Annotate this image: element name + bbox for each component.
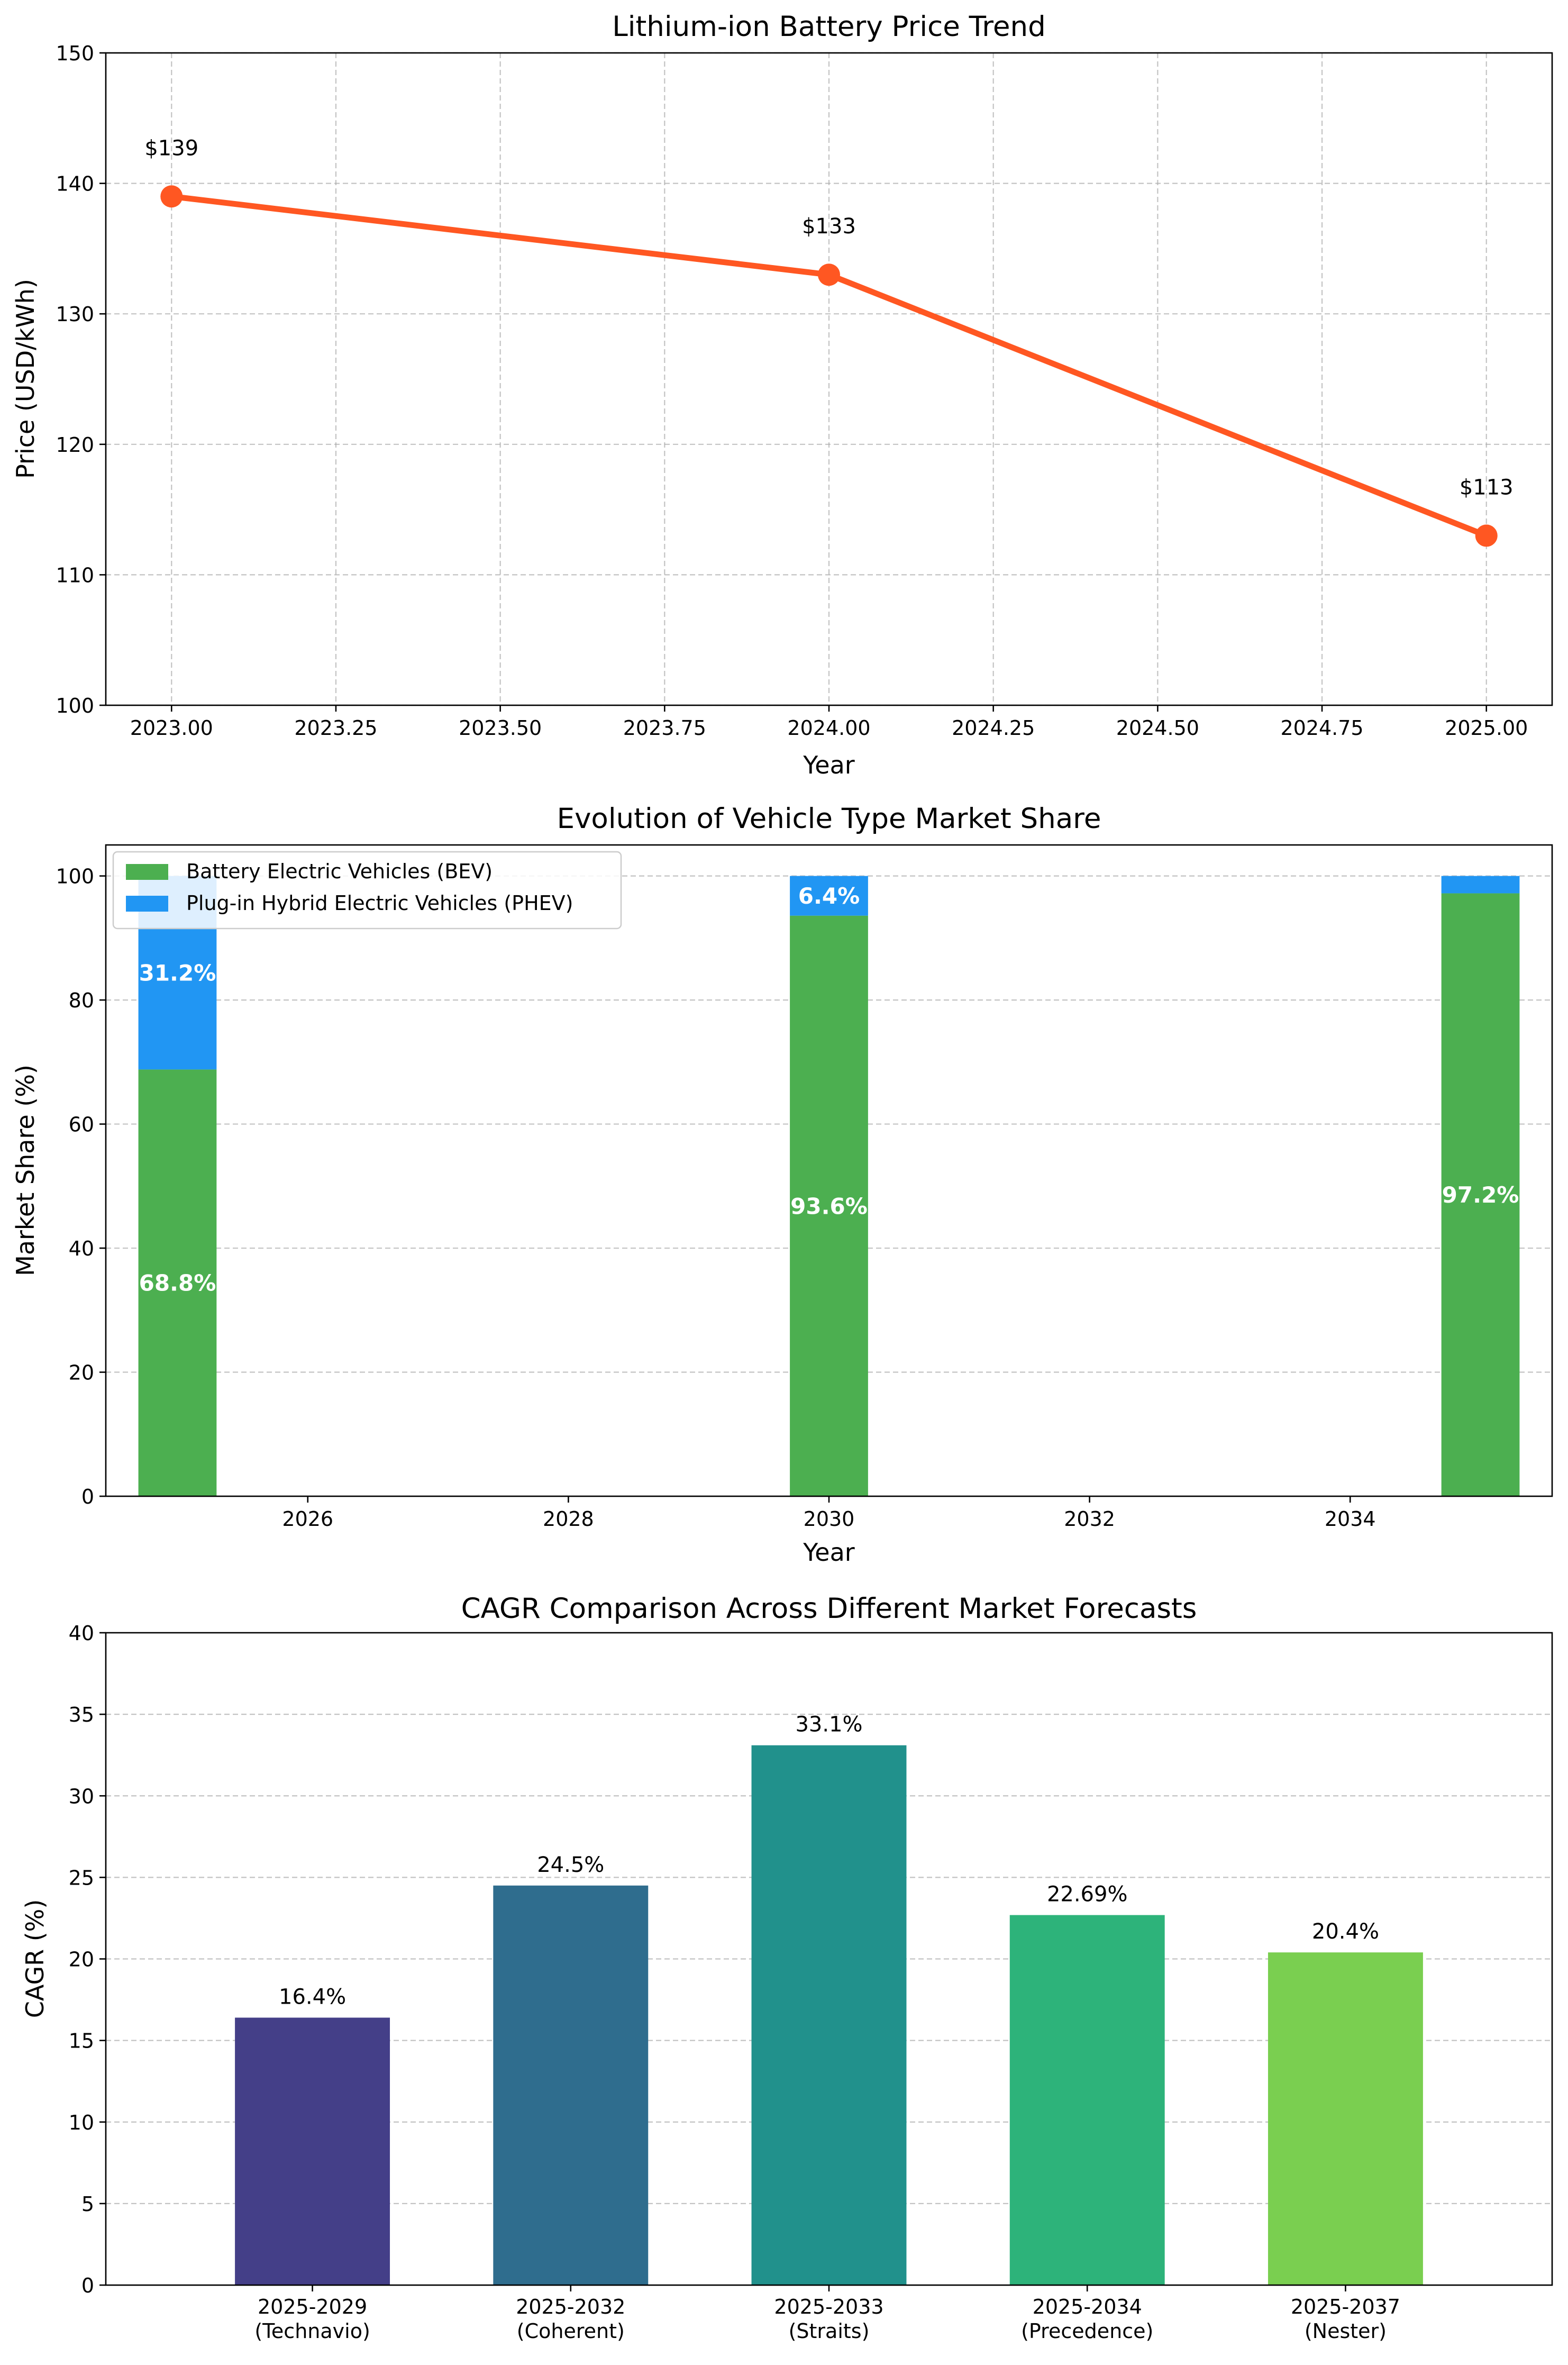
cagr-x-tick-source: (Straits) [789,2319,870,2343]
market-share-legend: Battery Electric Vehicles (BEV) Plug-in … [112,851,622,930]
legend-bev-swatch [126,864,168,880]
phev-share-label: 6.4% [798,883,860,909]
cagr-x-tick-source: (Technavio) [254,2319,370,2343]
bev-bar [1441,893,1520,1496]
share-x-tick-label: 2032 [1064,1507,1115,1531]
share-y-tick-label: 100 [56,865,94,888]
cagr-bar [1009,1915,1165,2285]
share-x-tick-label: 2028 [543,1507,594,1531]
price-point [818,263,840,286]
price-y-tick-label: 130 [56,303,94,326]
cagr-bar [1268,1952,1423,2285]
cagr-x-tick-period: 2025-2029 [258,2295,367,2318]
price-y-tick-label: 150 [56,42,94,65]
price-y-tick-label: 100 [56,694,94,717]
legend-bev-label: Battery Electric Vehicles (BEV) [186,860,493,883]
price-trend-title: Lithium-ion Battery Price Trend [612,11,1045,43]
price-x-tick-label: 2023.00 [130,716,213,740]
share-y-tick-label: 40 [69,1237,94,1260]
price-data-label: $113 [1460,475,1514,499]
share-y-tick-label: 20 [69,1361,94,1385]
cagr-y-tick-label: 20 [69,1948,94,1971]
share-y-tick-label: 60 [69,1113,94,1136]
cagr-data-label: 24.5% [537,1853,604,1877]
price-trend-y-axis: 100 110 120 130 140 150 [56,42,106,717]
cagr-y-tick-label: 30 [69,1785,94,1808]
cagr-x-tick-period: 2025-2034 [1033,2295,1142,2318]
bev-share-label: 93.6% [790,1193,868,1219]
market-share-x-label: Year [803,1538,854,1567]
market-share-bars: 68.8% 31.2% 93.6% 6.4% 97.2% [138,876,1520,1496]
cagr-x-tick-period: 2025-2033 [774,2295,883,2318]
legend-frame [112,851,622,930]
price-y-tick-label: 120 [56,433,94,457]
market-share-chart: Evolution of Vehicle Type Market Share 6… [11,803,1553,1567]
cagr-y-tick-label: 25 [69,1866,94,1889]
cagr-x-tick-source: (Nester) [1305,2319,1387,2343]
price-trend-chart: Lithium-ion Battery Price Trend $139 $133… [11,11,1553,779]
cagr-y-tick-label: 5 [81,2193,94,2216]
bev-share-label: 68.8% [139,1270,216,1296]
price-x-tick-label: 2023.50 [459,716,542,740]
cagr-chart: CAGR Comparison Across Different Market … [21,1593,1553,2343]
legend-phev-swatch [126,896,168,912]
cagr-bar [493,1885,649,2285]
cagr-data-label: 16.4% [279,1985,346,2009]
price-trend-y-label: Price (USD/kWh) [11,279,40,479]
share-x-tick-label: 2026 [282,1507,333,1531]
phev-bar [790,876,868,916]
phev-share-label: 31.2% [139,960,216,986]
market-share-title: Evolution of Vehicle Type Market Share [557,803,1101,835]
cagr-x-tick-period: 2025-2032 [516,2295,625,2318]
cagr-y-tick-label: 10 [69,2111,94,2134]
cagr-title: CAGR Comparison Across Different Market … [461,1593,1197,1625]
price-trend-x-axis: 2023.00 2023.25 2023.50 2023.75 2024.00 2024.… [130,705,1528,740]
price-data-label: $139 [144,136,198,160]
price-y-tick-label: 110 [56,563,94,587]
cagr-y-axis: 0 5 10 15 20 25 30 35 40 [69,1622,106,2297]
share-x-tick-label: 2030 [804,1507,855,1531]
price-y-tick-label: 140 [56,172,94,196]
cagr-y-tick-label: 15 [69,2030,94,2053]
price-x-tick-label: 2024.00 [787,716,870,740]
price-x-tick-label: 2025.00 [1445,716,1528,740]
market-share-x-axis: 2026 2028 2030 2032 2034 [282,1496,1376,1531]
phev-bar [1441,876,1520,894]
market-share-y-label: Market Share (%) [11,1065,40,1276]
price-x-tick-label: 2024.75 [1280,716,1363,740]
price-x-tick-label: 2024.50 [1116,716,1199,740]
price-point [1475,524,1498,547]
share-y-tick-label: 0 [81,1485,94,1508]
price-trend-series: $139 $133 $113 [144,136,1514,547]
price-data-label: $133 [802,214,856,239]
cagr-y-label: CAGR (%) [21,1899,49,2018]
cagr-x-tick-period: 2025-2037 [1291,2295,1400,2318]
cagr-data-label: 22.69% [1047,1882,1128,1907]
cagr-y-tick-label: 40 [69,1622,94,1645]
share-x-tick-label: 2034 [1325,1507,1376,1531]
price-point [160,185,183,208]
cagr-data-label: 20.4% [1312,1920,1379,1944]
bev-bar [790,915,868,1496]
cagr-x-tick-source: (Precedence) [1021,2319,1153,2343]
price-x-tick-label: 2023.75 [623,716,706,740]
bev-bar [138,1069,217,1496]
price-trend-x-label: Year [803,751,854,779]
cagr-y-tick-label: 35 [69,1703,94,1726]
cagr-bars: 16.4% 24.5% 33.1% 22.69% 20.4% [235,1713,1423,2285]
cagr-y-tick-label: 0 [81,2274,94,2297]
price-x-tick-label: 2023.25 [294,716,377,740]
cagr-data-label: 33.1% [795,1713,862,1737]
cagr-bar [235,2017,390,2285]
market-share-y-axis: 0 20 40 60 80 100 [56,865,106,1508]
legend-phev-label: Plug-in Hybrid Electric Vehicles (PHEV) [186,892,573,915]
cagr-x-axis: 2025-2029(Technavio) 2025-2032(Coherent) 2… [254,2285,1400,2343]
bev-share-label: 97.2% [1442,1182,1519,1208]
cagr-x-tick-source: (Coherent) [517,2319,625,2343]
cagr-bar [751,1745,907,2285]
price-x-tick-label: 2024.25 [952,716,1035,740]
share-y-tick-label: 80 [69,989,94,1012]
